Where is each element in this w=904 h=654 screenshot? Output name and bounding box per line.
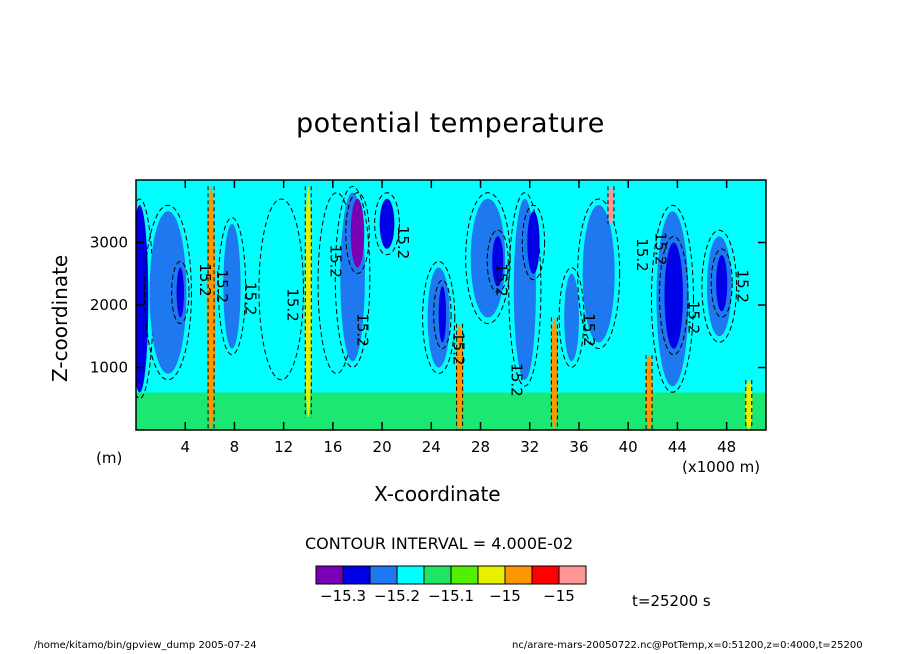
contour-label: 15.2	[507, 363, 525, 396]
colorbar-swatch	[369, 565, 398, 585]
contour-region	[438, 286, 447, 343]
contour-line	[577, 198, 621, 349]
contour-fill-group: 15.2 15.2 15.2 15.215.215.215.215.215.215.2…	[136, 186, 766, 430]
contour-region	[304, 186, 312, 418]
chart-title: potential temperature	[296, 108, 605, 139]
y-tick-label: 2000	[90, 296, 128, 314]
contour-region	[582, 205, 615, 343]
contour-line	[710, 248, 733, 318]
colorbar-swatch	[450, 565, 479, 585]
y-axis-label: Z-coordinate	[48, 254, 72, 382]
contour-line	[508, 192, 542, 387]
contour-region	[645, 355, 653, 430]
contour-line	[658, 236, 689, 356]
contour-line	[558, 267, 585, 368]
contour-line	[465, 192, 511, 324]
y-tick-label: 3000	[90, 234, 128, 252]
colorbar-tick-label: −15.2	[374, 587, 420, 605]
colorbar-swatch	[342, 565, 371, 585]
colorbar-tick-label: −15	[489, 587, 521, 605]
contour-line	[374, 192, 400, 256]
x-tick-label: 24	[422, 438, 441, 456]
contour-line	[345, 192, 370, 274]
x-tick-label: 8	[230, 438, 240, 456]
contour-region	[527, 211, 540, 274]
y-tick-label: 1000	[90, 359, 128, 377]
ground-band	[136, 392, 766, 430]
x-tick-label: 12	[274, 438, 293, 456]
colorbar-swatch	[423, 565, 452, 585]
x-tick-label: 16	[323, 438, 342, 456]
contour-interval-label: CONTOUR INTERVAL = 4.000E-02	[305, 534, 574, 553]
colorbar-swatch	[558, 565, 587, 585]
x-tick-label: 36	[569, 438, 588, 456]
footer-left: /home/kitamo/bin/gpview_dump 2005-07-24	[34, 640, 257, 651]
x-tick-label: 44	[668, 438, 687, 456]
colorbar-swatch	[477, 565, 506, 585]
contour-region	[223, 223, 241, 349]
contour-label: 15.2	[734, 270, 752, 303]
contour-region	[470, 198, 506, 318]
x-tick-label: 40	[619, 438, 638, 456]
contour-region	[492, 236, 504, 287]
contour-line	[422, 261, 456, 374]
contour-label: 15.2	[242, 282, 260, 315]
contour-region	[176, 267, 184, 318]
contour-region	[564, 273, 579, 362]
colorbar-swatch	[504, 565, 533, 585]
contour-region	[664, 242, 683, 349]
contour-label: 15.2	[684, 301, 702, 334]
colorbar-swatch	[396, 565, 425, 585]
contour-region	[550, 317, 559, 430]
x-tick-label: 28	[471, 438, 490, 456]
contour-region	[263, 205, 299, 374]
contour-region	[716, 255, 728, 312]
x-tick-label: 32	[520, 438, 539, 456]
contour-line	[171, 261, 190, 324]
contour-line	[334, 186, 371, 368]
x-axis-unit: (x1000 m)	[682, 458, 761, 476]
contour-label: 15.2	[213, 270, 231, 303]
contour-region	[379, 198, 395, 249]
colorbar-swatch	[315, 565, 344, 585]
contour-label: 15.2	[580, 313, 598, 346]
contour-label: 15.2	[651, 232, 669, 265]
contour-region	[136, 205, 149, 393]
contour-label: 15.2	[196, 263, 214, 296]
contour-line	[521, 204, 546, 281]
contour-line	[144, 204, 192, 381]
x-axis-label: X-coordinate	[374, 482, 501, 506]
contour-label: 15.2	[493, 263, 511, 296]
colorbar-tick-label: −15	[543, 587, 575, 605]
contour-line	[701, 229, 738, 343]
contour-label: 15.2	[394, 226, 412, 259]
colorbar-tick-label: −15.1	[428, 587, 474, 605]
contour-line	[217, 217, 247, 356]
contour-line	[258, 198, 304, 381]
contour-region	[455, 323, 464, 430]
contour-region	[607, 186, 615, 224]
contour-region	[206, 186, 216, 430]
contour-line	[486, 229, 509, 293]
contour-label: 15.2	[326, 245, 344, 278]
x-tick-label: 4	[180, 438, 190, 456]
contour-line	[433, 279, 452, 349]
x-tick-label: 20	[373, 438, 392, 456]
colorbar-swatch	[531, 565, 560, 585]
colorbar-tick-label: −15.3	[320, 587, 366, 605]
contour-label: 15.2	[283, 288, 301, 321]
contour-region	[149, 211, 187, 374]
contour-label: 15.2	[449, 332, 467, 365]
contour-label: 15.2	[353, 313, 371, 346]
time-label: t=25200 s	[632, 592, 711, 610]
x-tick-label: 48	[717, 438, 736, 456]
contour-line	[650, 204, 694, 393]
y-axis-unit: (m)	[96, 449, 123, 467]
contour-label: 15.2	[633, 238, 651, 271]
contour-region	[350, 198, 365, 268]
footer-right: nc/arare-mars-20050722.nc@PotTemp,x=0:51…	[512, 640, 863, 651]
contour-region	[745, 380, 753, 430]
